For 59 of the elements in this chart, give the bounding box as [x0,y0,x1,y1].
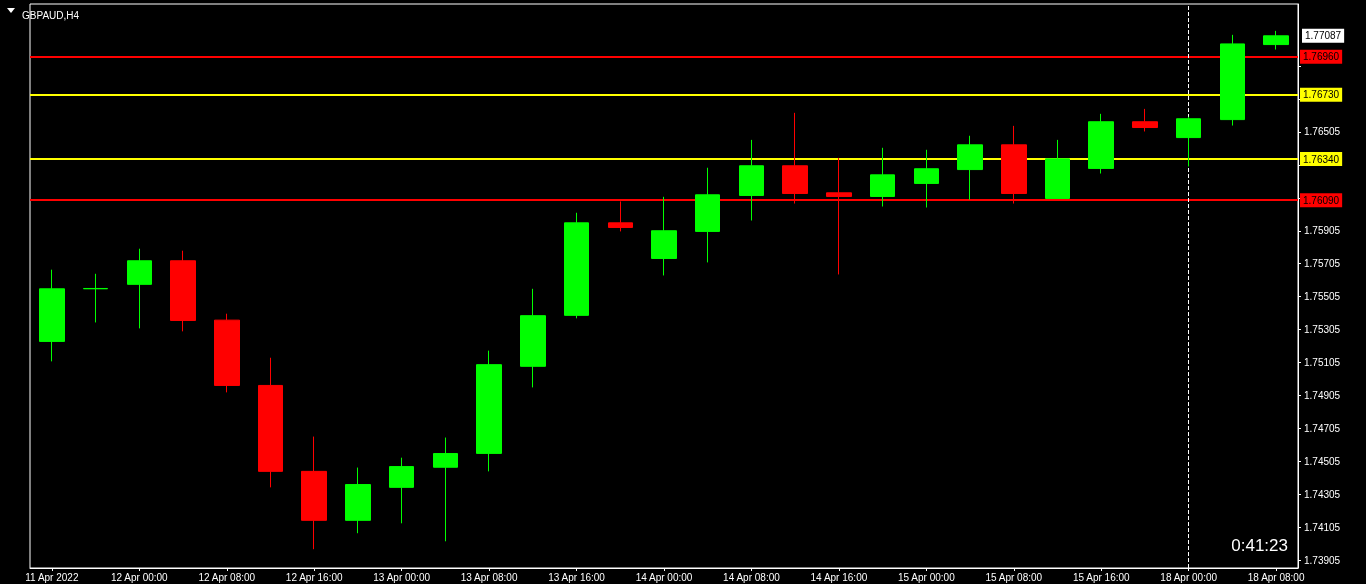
candlestick [695,167,720,263]
candlestick [389,457,414,524]
candlestick [301,436,327,550]
candlestick [1088,113,1114,175]
candlestick [83,273,108,323]
annotation: 0:41:23 [1231,536,1289,555]
candlestick [127,248,152,329]
x-tick-label: 14 Apr 16:00 [810,571,868,583]
y-tick-label: 1.76505 [1304,126,1341,138]
candlestick [39,269,65,362]
candlestick [170,250,196,332]
candlestick [476,350,502,472]
text: 1.77087 [1305,30,1342,42]
candlestick [1263,30,1289,51]
x-tick-label: 14 Apr 00:00 [635,571,693,583]
candlestick [520,288,546,388]
ref-line-label: 1.76730 [1303,89,1340,101]
y-tick-label: 1.74905 [1304,390,1341,402]
candlestick [258,357,283,488]
x-tick-label: 14 Apr 08:00 [723,571,781,583]
candlestick [1132,108,1158,132]
candlestick [739,139,764,222]
x-tick-label: 13 Apr 00:00 [373,571,431,583]
x-tick-label: 15 Apr 16:00 [1072,571,1131,583]
ref-line-label: 1.76090 [1303,194,1340,206]
x-tick-label: 12 Apr 08:00 [198,571,256,583]
x-tick-label: 15 Apr 00:00 [897,571,956,583]
candlestick [651,196,677,276]
ref-line-label: 1.76340 [1303,153,1340,165]
y-tick-label: 1.74505 [1304,456,1341,468]
y-tick-label: 1.75105 [1304,357,1341,369]
y-tick-label: 1.75905 [1304,225,1341,237]
candlestick [870,147,895,208]
y-tick-label: 1.75305 [1304,324,1341,336]
text: GBPAUD,H4 [22,9,80,21]
x-tick-label: 15 Apr 08:00 [985,571,1043,583]
x-tick-label: 18 Apr 08:00 [1247,571,1305,583]
candlestick [1220,34,1245,127]
y-tick-label: 1.73905 [1304,555,1341,567]
candlestick [957,135,983,201]
candlestick [1176,116,1201,167]
candlestick [433,437,458,542]
candlestick [1045,139,1070,199]
x-tick-label: 11 Apr 2022 [25,571,79,583]
y-tick-label: 1.75705 [1304,258,1341,270]
y-tick-label: 1.74305 [1304,489,1341,501]
ref-line-label: 1.76960 [1303,51,1340,63]
candlestick [345,467,371,534]
x-tick-label: 12 Apr 16:00 [285,571,343,583]
y-tick-label: 1.75505 [1304,291,1341,303]
x-tick-label: 13 Apr 16:00 [548,571,606,583]
x-tick-label: 13 Apr 08:00 [460,571,518,583]
y-tick-label: 1.74105 [1304,522,1341,534]
x-tick-label: 12 Apr 00:00 [110,571,169,583]
x-tick-label: 18 Apr 00:00 [1160,571,1218,583]
candlestick [914,149,939,208]
candlestick [214,313,240,393]
y-tick-label: 1.74705 [1304,423,1341,435]
candlestick [564,212,589,319]
